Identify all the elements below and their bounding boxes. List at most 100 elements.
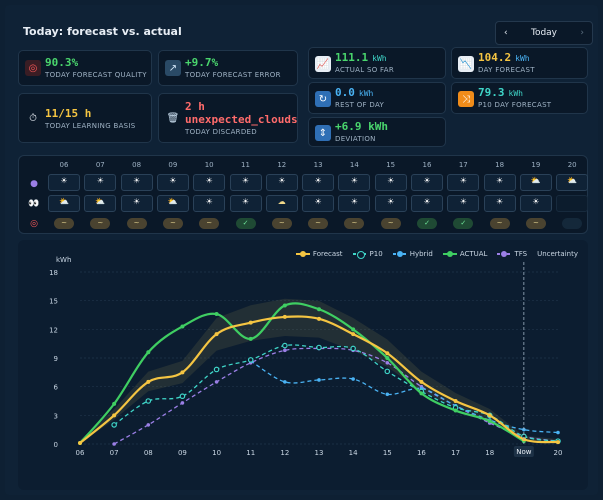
- status-pill: [562, 218, 583, 229]
- actual-weather-cell[interactable]: ☀: [302, 195, 335, 212]
- forecast-weather-cell[interactable]: ☀: [483, 174, 516, 191]
- point-p10: [247, 357, 254, 363]
- day-label[interactable]: Today: [530, 28, 558, 38]
- hour-label: 06: [59, 161, 69, 169]
- weather-glyph: ☀: [532, 197, 540, 206]
- y-tick-label: 15: [49, 298, 58, 306]
- weather-glyph: ☀: [459, 176, 467, 185]
- status-pill: ~: [162, 218, 183, 229]
- hour-label: 08: [132, 161, 142, 169]
- weather-glyph: ☀: [496, 176, 504, 185]
- hour-label: 11: [241, 161, 250, 169]
- y-tick-label: 12: [49, 326, 58, 334]
- status-pill: ~: [126, 218, 147, 229]
- actual-weather-cell[interactable]: ☀: [447, 195, 480, 212]
- y-axis-label: kWh: [56, 256, 71, 264]
- actual-weather-cell[interactable]: ☀: [193, 195, 226, 212]
- weather-glyph: ☀: [133, 176, 141, 185]
- status-pill: ~: [54, 218, 74, 229]
- actual-weather-cell[interactable]: ☀: [229, 195, 262, 212]
- hour-label: 13: [313, 161, 323, 169]
- actual-weather-cell[interactable]: ☀: [411, 195, 443, 212]
- x-tick-label: 18: [485, 449, 494, 457]
- actual-weather-cell[interactable]: ⛅: [48, 195, 80, 212]
- actual-weather-cell[interactable]: ☀: [483, 195, 516, 212]
- p10-forecast-tile: ⤨ 79.3 kWh P10 DAY FORECAST: [451, 82, 588, 114]
- x-tick-label: 14: [349, 449, 358, 457]
- hour-label: 17: [458, 161, 468, 169]
- rest-of-day-label: REST OF DAY: [335, 101, 385, 109]
- weather-glyph: ☀: [387, 197, 395, 206]
- status-pill: ✓: [235, 218, 256, 229]
- weather-glyph: ☀: [205, 176, 213, 185]
- point-forecast: [351, 332, 356, 337]
- next-day-button[interactable]: ›: [580, 28, 584, 38]
- declining-chart-icon: 📉: [458, 56, 474, 72]
- legend-forecast[interactable]: Forecast: [295, 250, 343, 258]
- point-hybrid: [283, 380, 287, 384]
- day-forecast-tile: 📉 104.2 kWh DAY FORECAST: [451, 47, 588, 79]
- actual-weather-cell[interactable]: ☀: [374, 195, 407, 212]
- series-line-tfs: [113, 347, 559, 445]
- forecast-weather-cell[interactable]: ☀: [374, 174, 407, 191]
- forecast-weather-cell[interactable]: ☀: [120, 174, 153, 191]
- forecast-weather-cell[interactable]: ☀: [411, 174, 443, 191]
- point-hybrid: [556, 430, 560, 435]
- point-actual: [351, 327, 356, 332]
- deviation-label: DEVIATION: [335, 135, 376, 143]
- prev-day-button[interactable]: ‹: [504, 28, 508, 38]
- weather-glyph: ⛅: [567, 176, 578, 185]
- forecast-weather-cell[interactable]: ☀: [156, 174, 189, 191]
- x-tick-label: 06: [76, 449, 85, 457]
- hour-label: 19: [531, 161, 541, 169]
- actual-weather-cell[interactable]: ☁: [265, 195, 298, 212]
- y-tick-label: 9: [54, 355, 58, 363]
- hour-label: 10: [204, 161, 214, 169]
- x-tick-label: 20: [554, 449, 563, 457]
- y-tick-label: 3: [54, 412, 58, 420]
- status-pill: ~: [380, 218, 401, 229]
- forecast-weather-cell[interactable]: ☀: [302, 174, 335, 191]
- actual-weather-cell[interactable]: ⛅: [156, 195, 189, 212]
- actual-so-far-label: ACTUAL SO FAR: [335, 66, 394, 74]
- forecast-weather-cell[interactable]: ☀: [193, 174, 226, 191]
- legend-p10[interactable]: P10: [352, 250, 383, 259]
- forecast-weather-cell[interactable]: ☀: [447, 174, 480, 191]
- page-title: Today: forecast vs. actual: [23, 25, 182, 38]
- actual-weather-cell[interactable]: [556, 195, 589, 212]
- actual-weather-cell[interactable]: ☀: [338, 195, 371, 212]
- actual-weather-cell[interactable]: ⛅: [84, 195, 117, 212]
- weather-glyph: ☀: [459, 197, 467, 206]
- status-pill: ✓: [453, 218, 474, 229]
- actual-weather-cell[interactable]: ☀: [519, 195, 552, 212]
- weather-glyph: ☀: [496, 197, 504, 206]
- x-tick-label: 15: [383, 449, 392, 457]
- forecast-weather-cell[interactable]: ⛅: [556, 174, 589, 191]
- forecast-weather-cell[interactable]: ☀: [48, 174, 80, 191]
- forecast-weather-cell[interactable]: ☀: [338, 174, 371, 191]
- legend-uncertainty[interactable]: Uncertainty: [537, 250, 578, 258]
- point-tfs: [180, 401, 185, 405]
- forecast-error-label: TODAY FORECAST ERROR: [185, 71, 281, 79]
- forecast-weather-cell[interactable]: ☀: [84, 174, 117, 191]
- forecast-weather-cell[interactable]: ☀: [265, 174, 298, 191]
- point-forecast: [248, 320, 253, 325]
- chart-panel: Forecast P10 Hybrid ACTUAL TFS Uncertain…: [18, 240, 588, 490]
- point-actual: [180, 324, 185, 329]
- legend-tfs[interactable]: TFS: [497, 250, 527, 258]
- point-forecast: [487, 413, 492, 418]
- y-tick-label: 18: [49, 269, 58, 277]
- weather-glyph: ☀: [241, 176, 250, 185]
- learning-basis-value: 11/15 h: [45, 107, 92, 120]
- status-pill: ~: [489, 218, 510, 229]
- status-pill: ~: [344, 218, 365, 229]
- legend-actual[interactable]: ACTUAL: [442, 250, 487, 258]
- actual-weather-cell[interactable]: ☀: [120, 195, 153, 212]
- actual-so-far-tile: 📈 111.1 kWh ACTUAL SO FAR: [308, 47, 446, 79]
- legend-hybrid[interactable]: Hybrid: [392, 250, 433, 258]
- forecast-weather-cell[interactable]: ⛅: [519, 174, 552, 191]
- forecast-weather-cell[interactable]: ☀: [229, 174, 262, 191]
- hour-label: 16: [422, 161, 432, 169]
- learning-basis-tile: ⏱ 11/15 h TODAY LEARNING BASIS: [18, 93, 152, 143]
- weather-glyph: ☀: [205, 197, 213, 206]
